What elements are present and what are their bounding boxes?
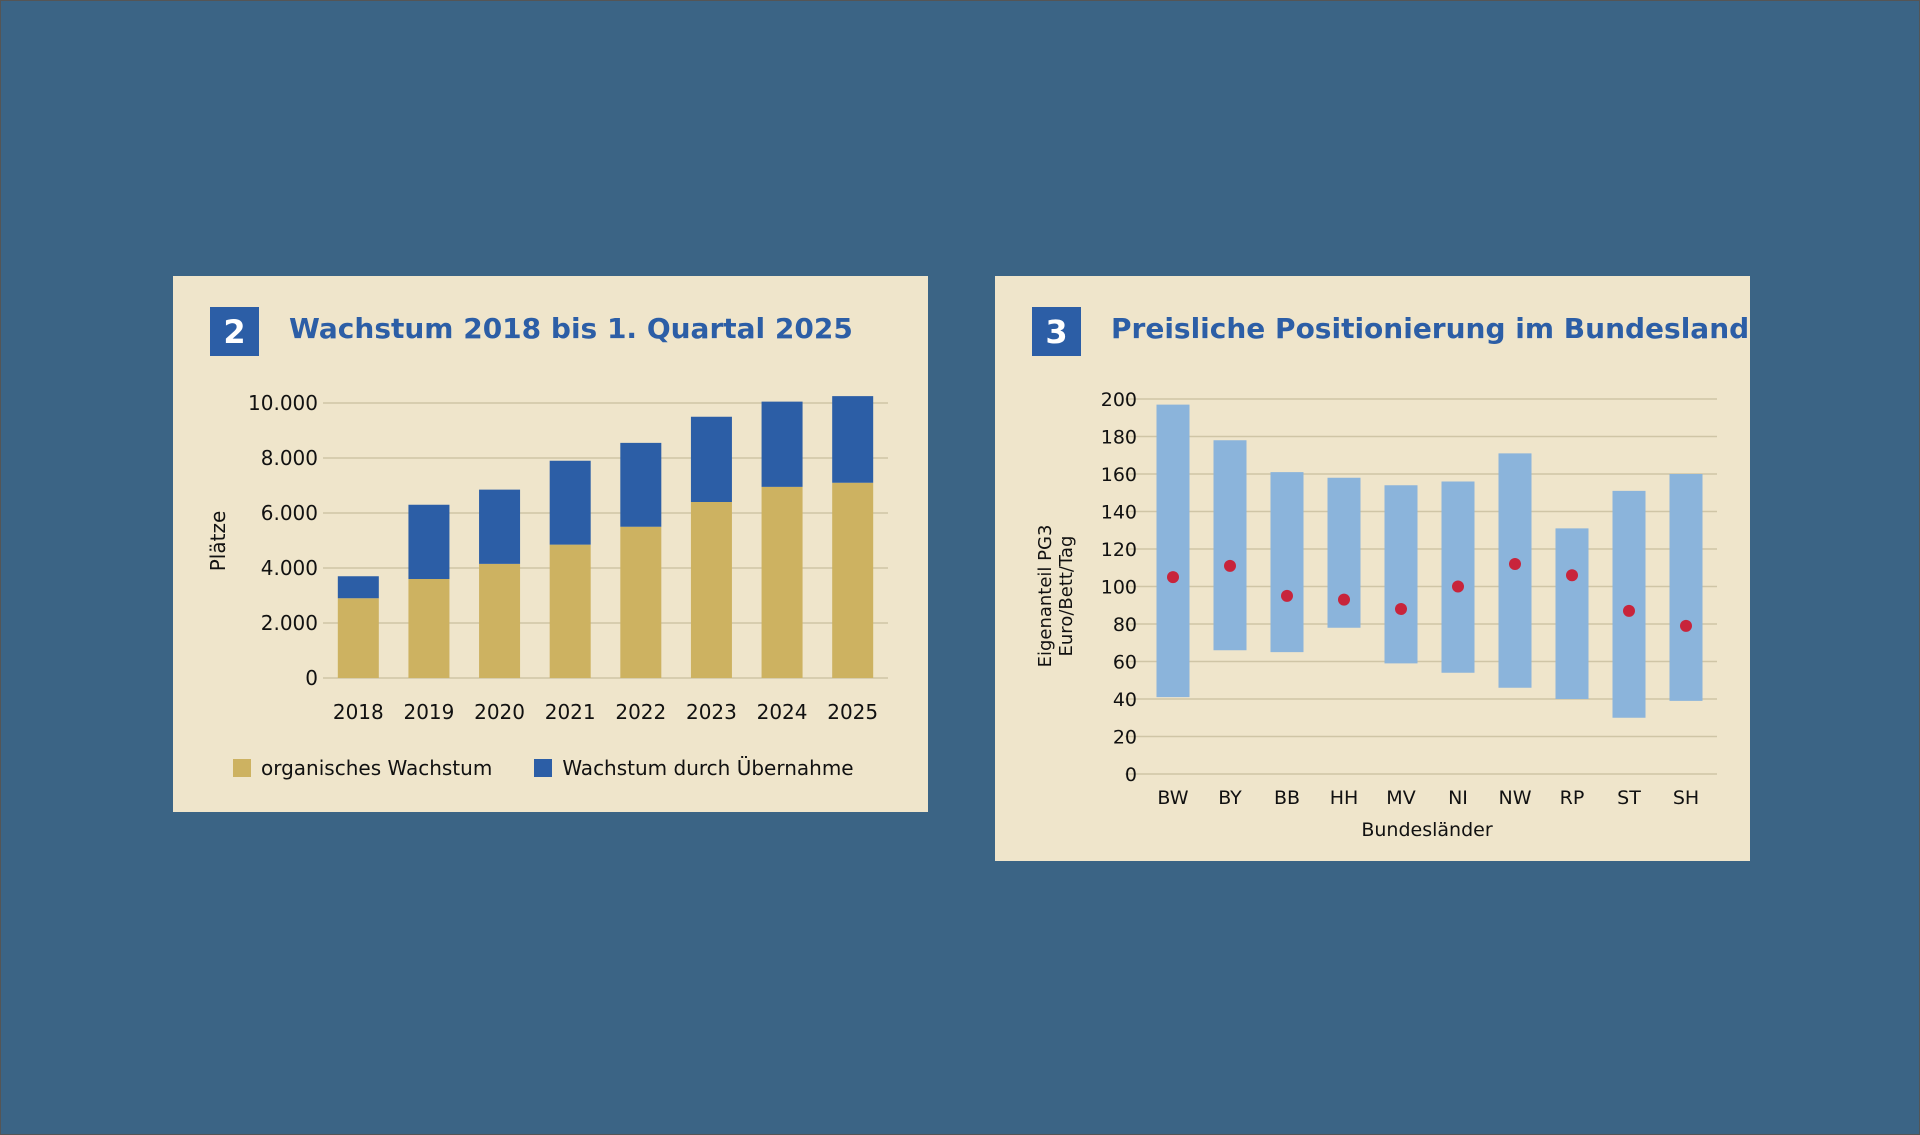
chart-title: Preisliche Positionierung im Bundesland — [1111, 312, 1750, 345]
bar-organic — [549, 544, 591, 678]
bar-organic — [620, 526, 662, 678]
x-tick-label: 2021 — [545, 700, 596, 724]
range-bar — [1612, 490, 1646, 718]
bar-organic — [479, 563, 521, 678]
y-tick-label: 10.000 — [248, 391, 318, 415]
x-tick-label: BW — [1157, 787, 1188, 809]
data-point — [1338, 593, 1350, 606]
bar-organic — [761, 486, 803, 678]
bar-organic — [690, 502, 732, 678]
y-axis-label-line2: Euro/Bett/Tag — [1056, 536, 1077, 657]
y-tick-label: 80 — [1113, 614, 1137, 636]
growth-chart-panel: 2 Wachstum 2018 bis 1. Quartal 2025 0 2.0… — [173, 276, 928, 812]
x-tick-label: SH — [1673, 787, 1699, 809]
bar-organic — [408, 579, 450, 678]
bar-acquisition — [337, 576, 379, 599]
data-point — [1452, 580, 1464, 593]
range-bar — [1213, 440, 1247, 651]
legend-label-organic: organisches Wachstum — [261, 756, 493, 780]
x-axis-label: Bundesländer — [1361, 819, 1492, 841]
data-point — [1281, 589, 1293, 602]
bar-acquisition — [761, 401, 803, 487]
y-tick-label: 200 — [1101, 389, 1137, 411]
x-tick-label: 2022 — [615, 700, 666, 724]
legend-swatch-acquisition — [534, 759, 553, 777]
bar-organic — [832, 482, 874, 678]
bar-acquisition — [620, 442, 662, 527]
legend-swatch-organic — [233, 759, 251, 777]
bar-acquisition — [549, 460, 591, 545]
range-bar — [1270, 472, 1304, 653]
y-tick-label: 160 — [1101, 464, 1137, 486]
x-tick-label: 2024 — [757, 700, 808, 724]
range-bar — [1441, 481, 1475, 673]
x-tick-label: 2023 — [686, 700, 737, 724]
legend-label-acquisition: Wachstum durch Übernahme — [562, 756, 854, 780]
data-point — [1566, 569, 1578, 582]
bar-acquisition — [479, 489, 521, 564]
y-tick-label: 180 — [1101, 427, 1137, 449]
chart-number-badge: 3 — [1032, 307, 1081, 356]
range-bar — [1498, 453, 1532, 688]
x-tick-label: 2025 — [827, 700, 878, 724]
growth-bar-chart: 0 2.000 4.000 6.000 8.000 10.000 2018 2019 2020 2… — [206, 391, 888, 724]
x-tick-label: RP — [1560, 787, 1585, 809]
bar-acquisition — [832, 396, 874, 483]
x-tick-label: ST — [1617, 787, 1641, 809]
price-range-chart: 0 20 40 60 80 100 120 140 160 180 200 BW BY BB HH MV NI N… — [1035, 389, 1717, 841]
y-tick-label: 60 — [1113, 652, 1137, 674]
x-tick-label: 2018 — [333, 700, 384, 724]
y-axis-label: Plätze — [206, 511, 230, 572]
y-axis-label-line1: Eigenanteil PG3 — [1035, 525, 1056, 668]
x-tick-label: BB — [1274, 787, 1300, 809]
chart-title: Wachstum 2018 bis 1. Quartal 2025 — [289, 312, 853, 345]
x-tick-label: MV — [1386, 787, 1415, 809]
y-tick-label: 0 — [305, 666, 318, 690]
y-tick-label: 0 — [1125, 764, 1137, 786]
y-tick-label: 4.000 — [261, 556, 318, 580]
bar-acquisition — [690, 416, 732, 502]
data-point — [1623, 604, 1635, 617]
y-tick-label: 120 — [1101, 539, 1137, 561]
legend-item-acquisition: Wachstum durch Übernahme — [534, 756, 854, 780]
y-tick-label: 40 — [1113, 689, 1137, 711]
x-tick-label: BY — [1218, 787, 1242, 809]
x-tick-label: 2019 — [403, 700, 454, 724]
range-bar — [1384, 485, 1418, 664]
y-tick-label: 140 — [1101, 502, 1137, 524]
data-point — [1395, 603, 1407, 615]
range-bar — [1555, 528, 1589, 699]
range-bar — [1669, 474, 1703, 701]
price-position-panel: 3 Preisliche Positionierung im Bundeslan… — [995, 276, 1750, 861]
range-bar — [1156, 404, 1190, 698]
x-tick-label: NW — [1499, 787, 1532, 809]
chart-number-badge: 2 — [210, 307, 259, 356]
legend-item-organic: organisches Wachstum — [233, 756, 492, 780]
bar-organic — [337, 598, 379, 678]
data-point — [1509, 558, 1521, 570]
data-point — [1680, 619, 1692, 632]
x-tick-label: NI — [1448, 787, 1468, 809]
y-tick-label: 8.000 — [261, 446, 318, 470]
bar-acquisition — [408, 504, 450, 579]
data-point — [1224, 559, 1236, 572]
chart-legend: organisches Wachstum Wachstum durch Über… — [233, 756, 854, 780]
x-tick-label: 2020 — [474, 700, 525, 724]
x-tick-label: HH — [1330, 787, 1359, 809]
y-tick-label: 20 — [1113, 727, 1137, 749]
y-tick-label: 100 — [1101, 577, 1137, 599]
data-point — [1167, 571, 1179, 584]
y-tick-label: 6.000 — [261, 501, 318, 525]
y-tick-label: 2.000 — [261, 611, 318, 635]
